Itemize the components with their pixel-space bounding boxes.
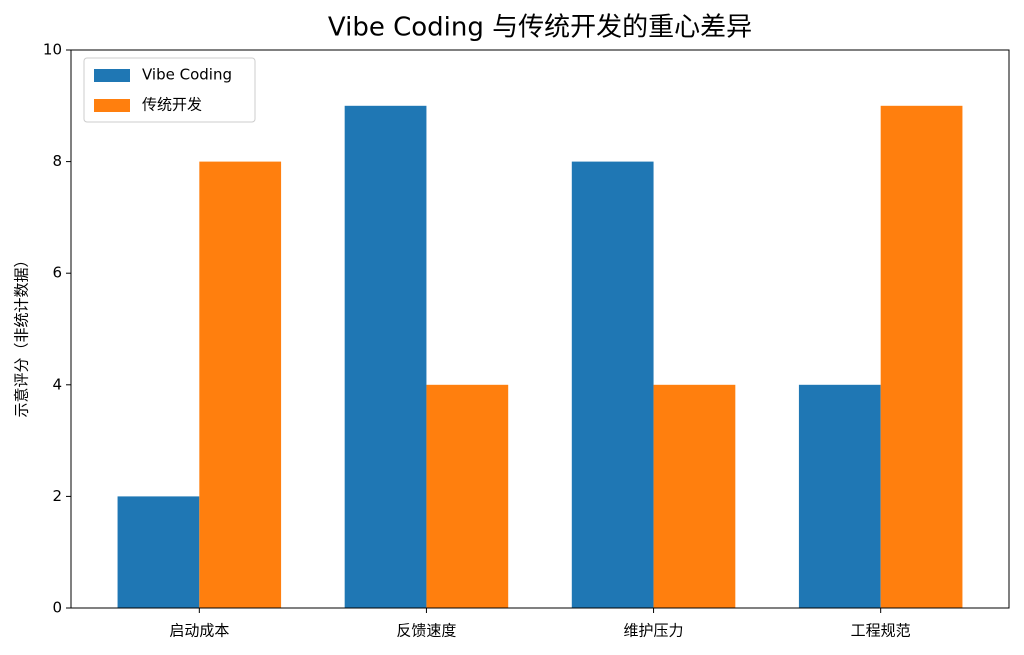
y-tick-label: 0 — [52, 599, 62, 617]
bar — [571, 161, 654, 608]
x-tick-label: 维护压力 — [624, 622, 684, 640]
x-tick-label: 启动成本 — [169, 622, 229, 640]
bar — [880, 105, 963, 609]
y-tick-label: 8 — [52, 152, 62, 170]
legend-label: 传统开发 — [142, 96, 202, 114]
bar — [653, 384, 736, 608]
y-tick-label: 2 — [52, 487, 62, 505]
x-tick-label: 工程规范 — [851, 622, 911, 640]
bar — [798, 384, 881, 608]
bar — [426, 384, 509, 608]
legend-swatch — [94, 99, 130, 112]
bar — [344, 105, 427, 609]
y-tick-label: 4 — [52, 375, 62, 393]
chart-title: Vibe Coding 与传统开发的重心差异 — [328, 13, 752, 43]
x-tick-label: 反馈速度 — [396, 622, 456, 640]
y-tick-label: 6 — [52, 264, 62, 282]
bar — [199, 161, 282, 608]
y-axis-label: 示意评分（非统计数据） — [13, 252, 31, 417]
plot-frame — [70, 49, 1010, 609]
y-tick-label: 10 — [43, 41, 62, 59]
bar — [117, 496, 200, 608]
legend-label: Vibe Coding — [142, 66, 232, 84]
legend-swatch — [94, 69, 130, 82]
